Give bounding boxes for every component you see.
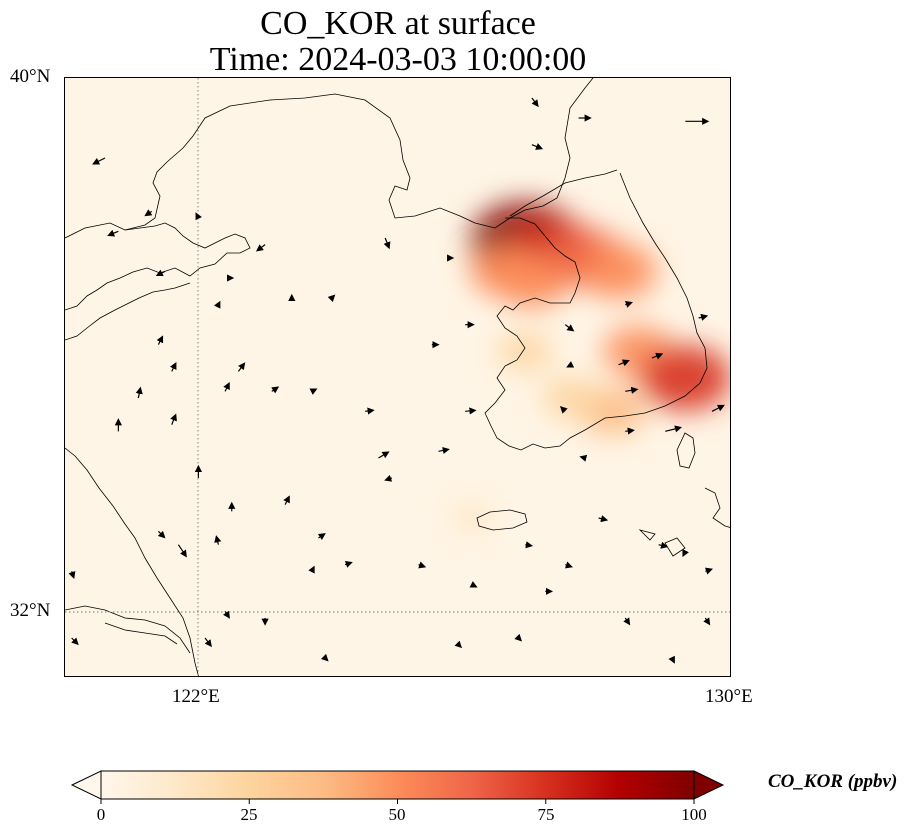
wind-arrow-71	[525, 541, 533, 549]
wind-arrow-25	[559, 406, 568, 414]
wind-arrow-30	[384, 474, 393, 482]
wind-arrow-63	[623, 617, 631, 626]
wind-arrow-8	[195, 212, 202, 221]
wind-arrow-7	[107, 229, 119, 237]
wind-arrow-12	[383, 237, 391, 250]
colorbar-tick-marks	[100, 799, 695, 804]
coastline-jeju	[476, 509, 528, 531]
wind-arrow-49	[344, 560, 353, 568]
colorbar-tick-label-75: 75	[537, 805, 555, 824]
coastline-china-east	[65, 447, 199, 676]
concentration-cell-3	[579, 243, 658, 300]
coastline-tsushima	[676, 432, 696, 469]
wind-arrow-68	[658, 541, 669, 549]
concentration-cell-5	[469, 246, 541, 297]
wind-arrow-1	[531, 143, 544, 150]
wind-arrow-53	[214, 535, 222, 545]
concentration-cell-9	[542, 377, 602, 419]
wind-arrow-0	[531, 97, 539, 108]
wind-arrow-15	[564, 324, 575, 332]
wind-arrow-44	[271, 386, 280, 394]
wind-arrow-72	[514, 633, 523, 642]
lon-tick-label-130e: 130°E	[705, 686, 753, 707]
wind-arrow-29	[378, 451, 390, 459]
wind-arrow-22	[711, 404, 725, 412]
wind-arrow-52	[157, 530, 166, 539]
map-title-line2: Time: 2024-03-03 10:00:00	[209, 41, 587, 78]
lat-tick-label-40n: 40°N	[10, 66, 51, 87]
concentration-cell-10	[497, 331, 553, 371]
map-title-line1: CO_KOR at surface	[260, 5, 536, 42]
wind-arrow-51	[177, 544, 187, 558]
wind-arrow-40	[135, 386, 143, 399]
coastline-kyushu	[638, 487, 730, 557]
coastlines	[65, 78, 730, 676]
wind-arrow-67	[598, 515, 609, 523]
wind-arrow-47	[283, 495, 290, 505]
wind-arrow-48	[317, 533, 326, 541]
colorbar-tick-label-50: 50	[388, 805, 406, 824]
wind-arrow-50	[308, 565, 315, 574]
wind-arrow-73	[454, 640, 463, 649]
wind-arrow-9	[155, 269, 166, 277]
wind-arrow-31	[309, 388, 318, 395]
wind-arrow-27	[465, 407, 477, 415]
wind-arrow-28	[438, 446, 450, 455]
wind-arrow-43	[237, 362, 246, 372]
wind-arrow-20	[566, 361, 575, 368]
wind-arrow-69	[682, 549, 689, 558]
wind-arrow-60	[418, 561, 427, 569]
lat-tick-label-32n: 32°N	[10, 600, 51, 621]
wind-arrow-70	[705, 567, 713, 575]
wind-arrow-39	[223, 381, 230, 392]
wind-arrow-61	[469, 581, 478, 588]
colorbar-extend-min	[70, 770, 102, 800]
wind-arrow-65	[668, 655, 675, 664]
wind-arrow-19	[618, 359, 630, 367]
wind-vectors	[68, 97, 725, 664]
map-panel	[64, 77, 731, 677]
colorbar-gradient	[100, 770, 695, 800]
wind-arrow-6	[144, 209, 153, 217]
wind-arrow-38	[169, 361, 177, 372]
colorbar-label: CO_KOR (ppbv)	[768, 771, 898, 792]
coastline-shandong	[65, 222, 251, 311]
concentration-cell-11	[449, 502, 495, 534]
colorbar-tick-label-0: 0	[96, 805, 106, 824]
wind-arrow-11	[255, 244, 266, 252]
wind-arrow-37	[156, 335, 164, 345]
colorbar	[70, 770, 725, 804]
wind-arrow-17	[698, 313, 709, 321]
wind-arrow-32	[365, 407, 375, 415]
wind-arrow-5	[92, 157, 106, 165]
colorbar-extend-max	[693, 770, 725, 800]
colorbar-tick-label-25: 25	[240, 805, 258, 824]
wind-arrow-64	[703, 617, 711, 626]
coastline-jiangsu	[65, 282, 191, 341]
wind-arrow-18	[651, 352, 664, 360]
wind-arrow-59	[320, 653, 329, 662]
coastline-yangtze-estuary	[65, 605, 191, 654]
concentration-cell-7	[639, 345, 730, 411]
wind-arrow-55	[223, 610, 231, 619]
coastline-liaodong	[65, 78, 594, 239]
coastline-korea-west	[484, 172, 708, 451]
wind-arrow-54	[68, 571, 76, 580]
wind-arrow-16	[624, 300, 633, 308]
map-canvas	[65, 78, 730, 676]
wind-arrow-41	[170, 413, 177, 425]
wind-arrow-34	[327, 294, 336, 303]
wind-arrow-57	[71, 637, 79, 646]
wind-arrow-36	[213, 300, 221, 309]
wind-arrow-21	[625, 386, 639, 394]
coastline-korea-north-border	[509, 169, 618, 217]
map-background	[65, 78, 730, 676]
wind-arrow-66	[564, 561, 573, 569]
colorbar-tick-label-100: 100	[681, 805, 707, 824]
wind-arrow-23	[665, 425, 683, 433]
wind-arrow-58	[204, 637, 212, 648]
lon-tick-label-122e: 122°E	[172, 686, 220, 707]
wind-arrow-24	[625, 427, 635, 435]
wind-arrow-26	[579, 454, 588, 462]
